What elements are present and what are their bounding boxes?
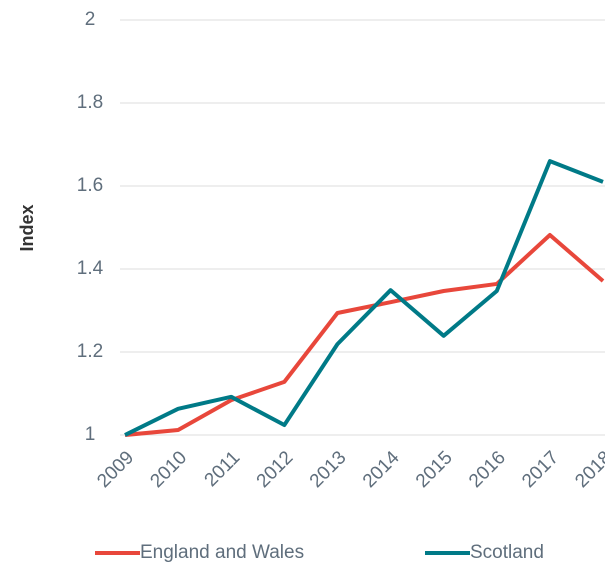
x-tick-label: 2010 (146, 447, 191, 492)
x-tick-label: 2012 (253, 447, 298, 492)
series-line (124, 232, 605, 437)
legend-label: England and Wales (140, 542, 304, 563)
y-tick-label: 1.8 (77, 92, 103, 113)
y-tick-label: 1.4 (77, 258, 104, 279)
x-tick-label: 2015 (412, 447, 457, 492)
x-tick-label: 2017 (518, 447, 563, 492)
x-tick-label: 2011 (201, 447, 245, 491)
x-tick-label: 2016 (465, 447, 510, 492)
y-axis-label: Index (17, 204, 37, 251)
x-tick-label: 2009 (93, 447, 138, 492)
legend-label: Scotland (470, 542, 544, 563)
y-tick-label: 1.6 (77, 175, 103, 196)
y-tick-label: 1.2 (77, 341, 103, 362)
series-line (124, 159, 604, 437)
x-tick-label: 2018 (571, 447, 605, 492)
x-tick-label: 2014 (359, 447, 404, 492)
y-tick-label: 1 (85, 424, 96, 445)
x-tick-label: 2013 (306, 447, 351, 492)
y-tick-label: 2 (85, 9, 96, 30)
